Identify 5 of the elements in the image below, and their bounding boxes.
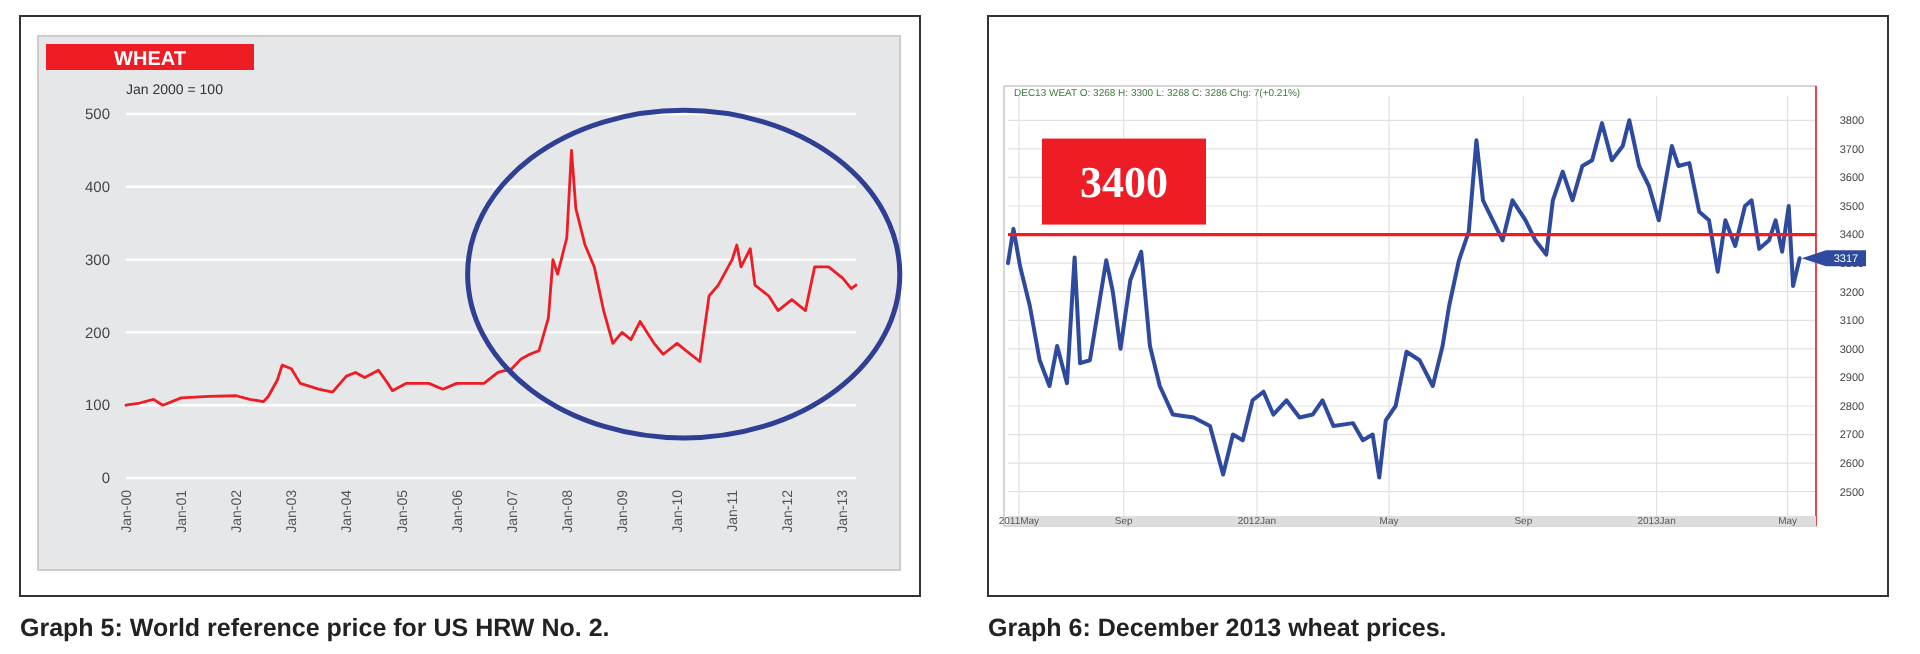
chart-title: WHEAT xyxy=(114,49,186,71)
line-series xyxy=(124,149,858,407)
caption: Graph 5: World reference price for US HRW No. 2. xyxy=(20,614,610,642)
ref-line-label: 3400 xyxy=(1080,156,1168,207)
caption: Graph 6: December 2013 wheat prices. xyxy=(988,614,1447,642)
